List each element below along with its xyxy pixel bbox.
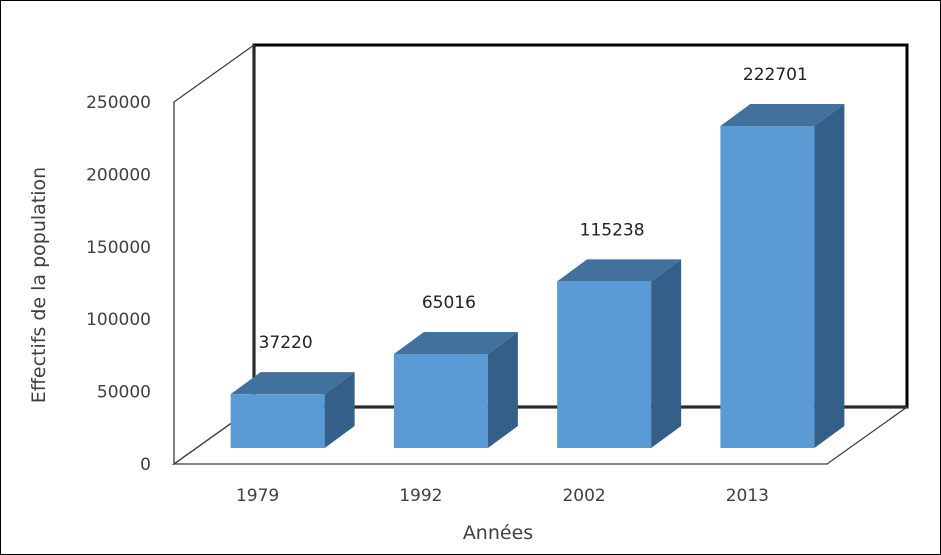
y-axis-tick-labels: 0 50000 100000 150000 200000 250000 xyxy=(86,93,151,475)
data-labels: 37220 65016 115238 222701 xyxy=(259,65,808,353)
x-axis-title: Années xyxy=(463,522,533,544)
x-tick-label: 1979 xyxy=(236,486,279,506)
bar-front-face xyxy=(557,281,652,448)
x-tick-label: 1992 xyxy=(399,486,442,506)
bars xyxy=(230,104,845,448)
y-tick-label: 150000 xyxy=(86,238,151,258)
y-tick-label: 50000 xyxy=(97,383,151,403)
x-tick-label: 2002 xyxy=(562,486,605,506)
y-tick-label: 200000 xyxy=(86,165,151,185)
bar xyxy=(230,372,355,448)
bar xyxy=(720,104,845,448)
data-label: 115238 xyxy=(580,220,645,240)
data-label: 222701 xyxy=(743,65,808,85)
bar-top-face xyxy=(230,372,355,395)
bar-top-face xyxy=(720,104,845,126)
bar-side-face xyxy=(814,104,845,448)
x-axis-tick-labels: 1979 1992 2002 2013 xyxy=(236,486,769,506)
bar-side-face xyxy=(651,259,682,448)
y-tick-label: 0 xyxy=(140,455,151,475)
bar-top-face xyxy=(393,331,518,354)
floor xyxy=(171,406,910,465)
bar-front-face xyxy=(230,394,325,448)
y-tick-label: 100000 xyxy=(86,310,151,330)
data-label: 65016 xyxy=(422,293,476,313)
bar-front-face xyxy=(393,353,488,448)
bar xyxy=(557,259,682,448)
data-label: 37220 xyxy=(259,333,313,353)
y-tick-label: 250000 xyxy=(86,93,151,113)
y-axis-title: Effectifs de la population xyxy=(28,167,50,403)
bar xyxy=(393,331,518,448)
bar-top-face xyxy=(557,259,682,282)
bar-side-face xyxy=(324,372,355,448)
bar-side-face xyxy=(487,331,518,448)
bar-front-face xyxy=(720,126,815,448)
x-tick-label: 2013 xyxy=(726,486,769,506)
